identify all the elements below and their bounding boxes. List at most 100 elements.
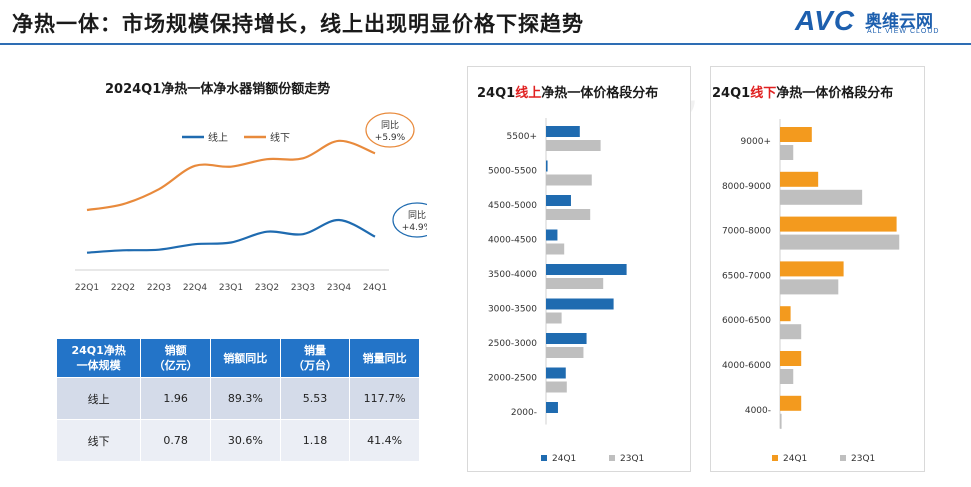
category-label: 9000+ [741, 137, 771, 147]
title-suffix: 净热一体价格段分布 [776, 86, 894, 101]
category-label: 3500-4000 [488, 270, 537, 280]
x-tick-label: 23Q1 [219, 283, 243, 293]
bar-24q1 [780, 351, 802, 366]
online-price-title: 24Q1线上净热一体价格段分布 [477, 82, 658, 101]
bar-24q1 [546, 126, 580, 137]
line-chart-title: 2024Q1净热一体净水器销额份额走势 [105, 82, 331, 97]
x-tick-label: 23Q3 [291, 283, 315, 293]
table-cell: 1.96 [140, 377, 211, 420]
category-label: 4500-5000 [488, 201, 537, 211]
bar-24q1 [546, 160, 548, 172]
table-header-cell: 24Q1净热 一体规模 [55, 338, 142, 378]
legend-label: 24Q1 [552, 454, 576, 464]
offline-price-chart: 9000+ 8000-9000 7000-8000 6500-7000 6000-650… [722, 119, 900, 464]
x-tick-label: 22Q3 [147, 283, 171, 293]
bar-24q1 [780, 171, 819, 187]
bar-24q1 [546, 195, 571, 206]
x-tick-label: 22Q1 [75, 283, 99, 293]
legend-swatch [772, 455, 778, 461]
logo-name-cn: 奥维云网 [865, 12, 933, 32]
line-chart: 22Q1 22Q2 22Q3 22Q4 23Q1 23Q2 23Q3 23Q4 24Q1 线上 线下… [75, 112, 427, 293]
avc-logo: AVC 奥维云网 ALL VIEW CLOUD [795, 5, 965, 41]
bar-23q1 [780, 413, 782, 429]
bar-24q1 [780, 306, 791, 322]
table-cell: 线上 [55, 377, 142, 420]
category-label: 4000- [745, 406, 771, 416]
bar-23q1 [546, 381, 567, 393]
category-label: 7000-8000 [722, 227, 771, 237]
logo-name-en: ALL VIEW CLOUD [867, 28, 940, 35]
category-label: 6500-7000 [722, 271, 771, 281]
legend-swatch [609, 455, 615, 461]
bar-24q1 [780, 261, 844, 277]
table-cell: 117.7% [349, 377, 420, 420]
category-label: 4000-6000 [722, 361, 771, 371]
series-line-offline [86, 139, 376, 212]
category-label: 8000-9000 [722, 182, 771, 192]
table-cell: 5.53 [279, 377, 351, 420]
category-label: 5500+ [507, 132, 537, 142]
x-tick-label: 23Q2 [255, 283, 279, 293]
bar-23q1 [546, 347, 584, 358]
bar-23q1 [546, 278, 604, 289]
bar-23q1 [780, 189, 863, 205]
category-label: 3000-3500 [488, 305, 537, 315]
yoy-label: 同比 [408, 209, 426, 221]
table-row: 线下 0.78 30.6% 1.18 41.4% [55, 419, 420, 462]
bar-24q1 [546, 402, 558, 413]
legend-label: 23Q1 [851, 454, 875, 464]
legend-label: 线下 [270, 131, 290, 144]
bar-24q1 [546, 264, 627, 275]
yoy-bubble [365, 112, 415, 148]
yoy-bubble [392, 202, 427, 238]
x-tick-label: 22Q4 [183, 283, 208, 293]
category-label: 2000- [511, 408, 537, 418]
scale-table: 24Q1净热 一体规模 销额 （亿元） 销额同比 销量 （万台） 销量同比 线上 1.96 89.… [55, 338, 420, 462]
table-header-cell: 销额 （亿元） [140, 338, 211, 378]
table-cell: 0.78 [140, 419, 211, 462]
category-label: 2500-3000 [488, 339, 537, 349]
category-label: 5000-5500 [488, 167, 537, 177]
bar-24q1 [546, 298, 614, 310]
yoy-value: +4.9% [402, 223, 427, 233]
bar-23q1 [546, 243, 565, 255]
bar-23q1 [780, 324, 802, 340]
bar-23q1 [780, 145, 794, 160]
title-highlight: 线上 [515, 86, 542, 101]
bar-23q1 [546, 174, 592, 186]
category-label: 4000-4500 [488, 236, 537, 246]
legend-label: 线上 [208, 131, 228, 144]
bar-24q1 [780, 216, 897, 232]
title-suffix: 净热一体价格段分布 [541, 86, 659, 101]
title-prefix: 24Q1 [477, 86, 516, 101]
table-cell: 41.4% [349, 419, 420, 462]
title-divider [0, 43, 971, 45]
bar-24q1 [546, 229, 558, 241]
bar-24q1 [546, 367, 566, 379]
category-label: 2000-2500 [488, 374, 537, 384]
table-cell: 1.18 [279, 419, 351, 462]
table-header-cell: 销量同比 [349, 338, 420, 378]
offline-price-title: 24Q1线下净热一体价格段分布 [712, 82, 893, 101]
category-label: 6000-6500 [722, 316, 771, 326]
table-row: 线上 1.96 89.3% 5.53 117.7% [55, 377, 420, 420]
bar-23q1 [546, 140, 601, 151]
title-prefix: 24Q1 [712, 86, 751, 101]
table-cell: 线下 [55, 419, 142, 462]
table-cell: 30.6% [209, 419, 281, 462]
yoy-value: +5.9% [375, 133, 406, 143]
x-tick-label: 22Q2 [111, 283, 135, 293]
series-line-online [86, 218, 376, 254]
bar-24q1 [780, 127, 812, 142]
table-header-cell: 销量 （万台） [279, 338, 351, 378]
bar-24q1 [546, 333, 587, 344]
bar-23q1 [780, 234, 900, 250]
bar-23q1 [780, 369, 794, 384]
bar-23q1 [780, 279, 839, 295]
legend-swatch [840, 455, 846, 461]
table-header-cell: 销额同比 [209, 338, 281, 378]
x-tick-label: 24Q1 [363, 283, 387, 293]
online-price-chart: 5500+ 5000-5500 4500-5000 4000-4500 3500-400… [488, 118, 644, 464]
yoy-label: 同比 [381, 119, 399, 131]
legend-label: 23Q1 [620, 454, 644, 464]
